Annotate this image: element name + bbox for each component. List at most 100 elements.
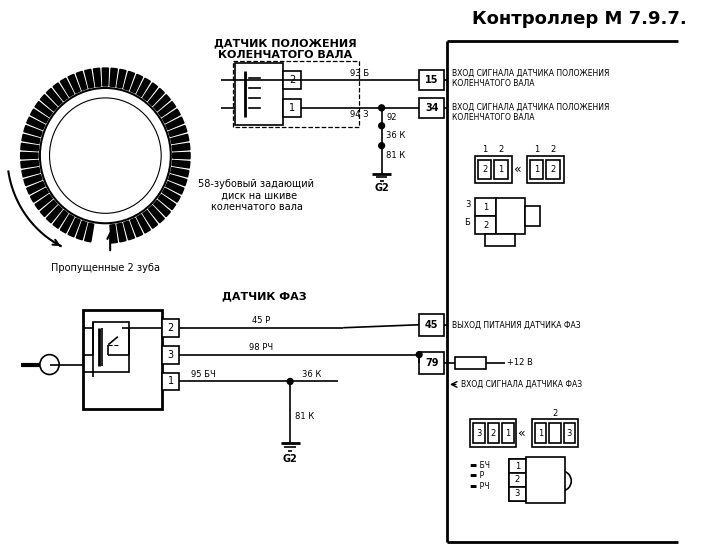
Bar <box>509 459 526 501</box>
Bar <box>419 314 444 336</box>
Polygon shape <box>130 218 142 237</box>
Bar <box>234 61 358 127</box>
Polygon shape <box>22 168 40 177</box>
Polygon shape <box>117 223 126 242</box>
Bar <box>478 160 491 180</box>
Polygon shape <box>21 143 39 151</box>
Text: 1: 1 <box>498 165 503 174</box>
Polygon shape <box>110 68 118 87</box>
Bar <box>419 70 444 90</box>
Polygon shape <box>85 69 93 88</box>
Polygon shape <box>30 188 48 202</box>
Polygon shape <box>93 68 101 87</box>
Text: ВХОД СИГНАЛА ДАТЧИКА ПОЛОЖЕНИЯ
КОЛЕНЧАТОГО ВАЛА: ВХОД СИГНАЛА ДАТЧИКА ПОЛОЖЕНИЯ КОЛЕНЧАТО… <box>452 69 610 88</box>
Bar <box>502 423 513 443</box>
Text: 95 БЧ: 95 БЧ <box>191 370 216 379</box>
Polygon shape <box>47 88 62 106</box>
Bar <box>455 357 486 368</box>
Circle shape <box>379 123 384 129</box>
Circle shape <box>287 378 293 384</box>
Polygon shape <box>60 215 74 233</box>
Bar <box>475 216 496 234</box>
Text: 1: 1 <box>289 103 295 113</box>
Text: 3: 3 <box>566 429 572 438</box>
Polygon shape <box>154 200 171 217</box>
Bar <box>419 98 444 118</box>
Polygon shape <box>27 117 45 129</box>
Polygon shape <box>169 126 187 137</box>
Polygon shape <box>27 181 45 194</box>
Bar <box>526 457 564 503</box>
Text: 2: 2 <box>498 145 503 154</box>
Polygon shape <box>173 153 190 159</box>
Text: 1: 1 <box>483 203 489 212</box>
Bar <box>419 352 444 373</box>
Bar <box>494 160 508 180</box>
Polygon shape <box>30 109 48 123</box>
Polygon shape <box>60 78 74 97</box>
Polygon shape <box>143 83 158 101</box>
Polygon shape <box>35 102 52 117</box>
Text: 2: 2 <box>491 429 496 438</box>
Text: 1: 1 <box>534 165 539 174</box>
Polygon shape <box>68 218 80 237</box>
Polygon shape <box>24 126 42 137</box>
Text: 3: 3 <box>465 200 470 209</box>
Polygon shape <box>124 71 135 90</box>
Polygon shape <box>53 211 68 228</box>
Polygon shape <box>40 95 57 111</box>
Text: 34: 34 <box>425 103 438 113</box>
Text: 2: 2 <box>483 221 489 229</box>
Polygon shape <box>76 221 87 240</box>
Text: 79: 79 <box>425 358 438 368</box>
Text: Контроллер М 7.9.7.: Контроллер М 7.9.7. <box>472 11 686 28</box>
Text: 81 К: 81 К <box>295 412 314 421</box>
Text: 2: 2 <box>168 323 174 333</box>
Circle shape <box>40 88 171 223</box>
Polygon shape <box>76 71 87 90</box>
Polygon shape <box>47 206 62 223</box>
Polygon shape <box>166 181 184 194</box>
Bar <box>485 234 515 246</box>
Polygon shape <box>21 153 38 159</box>
Text: 45 Р: 45 Р <box>252 316 270 325</box>
Polygon shape <box>172 143 190 151</box>
Text: 2: 2 <box>482 165 487 174</box>
Bar <box>93 322 130 372</box>
Polygon shape <box>162 109 181 123</box>
Text: ▬ Р: ▬ Р <box>470 472 484 481</box>
Circle shape <box>379 143 384 149</box>
Text: ▬ БЧ: ▬ БЧ <box>470 461 490 469</box>
Polygon shape <box>102 68 108 86</box>
Polygon shape <box>172 160 190 168</box>
Text: ДАТЧИК ПОЛОЖЕНИЯ
КОЛЕНЧАТОГО ВАЛА: ДАТЧИК ПОЛОЖЕНИЯ КОЛЕНЧАТОГО ВАЛА <box>214 38 357 60</box>
Polygon shape <box>169 175 187 186</box>
Bar <box>162 346 179 363</box>
Text: 1: 1 <box>482 145 487 154</box>
Text: 1: 1 <box>168 377 174 387</box>
Polygon shape <box>149 88 164 106</box>
Polygon shape <box>85 223 93 242</box>
Circle shape <box>416 352 422 358</box>
Polygon shape <box>137 78 150 97</box>
Text: ВХОД СИГНАЛА ДАТЧИКА ФАЗ: ВХОД СИГНАЛА ДАТЧИКА ФАЗ <box>461 380 582 389</box>
Polygon shape <box>171 134 189 144</box>
Bar <box>535 423 547 443</box>
Bar <box>283 71 301 89</box>
Polygon shape <box>22 134 40 144</box>
Text: ▬ РЧ: ▬ РЧ <box>470 482 490 492</box>
Text: 3: 3 <box>515 489 520 498</box>
Text: 3: 3 <box>168 349 174 359</box>
Polygon shape <box>166 117 184 129</box>
Text: 98 РЧ: 98 РЧ <box>249 343 273 352</box>
Text: 1: 1 <box>515 462 520 471</box>
Bar <box>235 63 283 125</box>
Bar <box>473 423 485 443</box>
Bar <box>496 199 525 234</box>
Polygon shape <box>124 221 135 240</box>
Polygon shape <box>53 83 68 101</box>
Bar <box>525 206 539 226</box>
Text: 2: 2 <box>550 165 556 174</box>
Text: +12 В: +12 В <box>507 358 532 367</box>
Polygon shape <box>143 211 158 228</box>
